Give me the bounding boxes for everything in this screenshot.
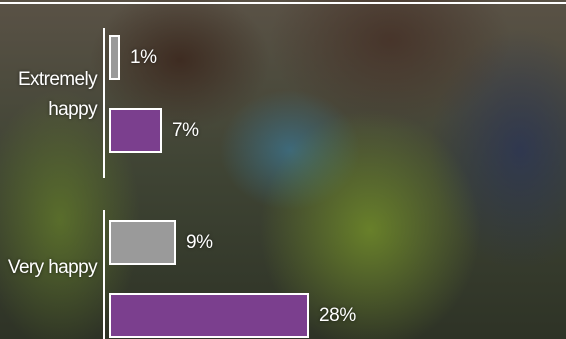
category-label: Very happy bbox=[7, 257, 98, 278]
category-label: Extremely happy bbox=[17, 69, 98, 120]
bar bbox=[109, 108, 162, 153]
value-label: 28% bbox=[319, 305, 356, 326]
group-divider bbox=[103, 28, 105, 178]
group-divider bbox=[103, 210, 105, 339]
top-rule bbox=[0, 2, 566, 4]
value-label: 7% bbox=[172, 120, 199, 141]
bar bbox=[109, 220, 176, 265]
value-label: 9% bbox=[186, 232, 213, 253]
value-label: 1% bbox=[130, 47, 157, 68]
bar bbox=[109, 35, 120, 80]
bar bbox=[109, 293, 309, 338]
